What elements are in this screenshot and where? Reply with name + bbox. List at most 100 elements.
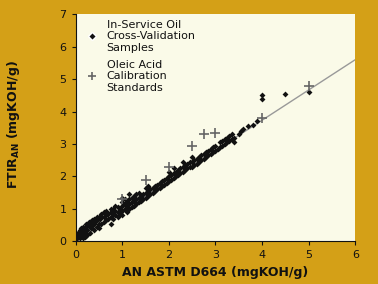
Point (182, 163, 188, 167)
Point (126, 207, 132, 211)
Point (96, 226, 102, 231)
Point (103, 208, 109, 213)
Point (224, 140, 230, 145)
Point (201, 156, 207, 161)
Point (119, 195, 125, 200)
Point (208, 151, 214, 156)
Point (229, 137, 235, 141)
Point (163, 181, 169, 185)
Point (112, 213, 118, 218)
Point (154, 187, 160, 192)
Point (175, 168, 181, 172)
Point (87, 231, 93, 235)
Text: FTIR$_{\mathregular{AN}}$ (mgKOH/g): FTIR$_{\mathregular{AN}}$ (mgKOH/g) (5, 60, 22, 189)
Point (77, 233, 83, 237)
Point (77, 236, 83, 241)
Point (212, 130, 218, 135)
Point (119, 200, 125, 205)
Point (119, 203, 125, 208)
Point (196, 155, 202, 159)
X-axis label: AN ASTM D664 (mgKOH/g): AN ASTM D664 (mgKOH/g) (122, 266, 308, 279)
Point (98, 215, 104, 219)
Point (119, 197, 125, 201)
Point (74, 235, 80, 240)
Point (196, 160, 202, 164)
Point (101, 215, 107, 219)
Point (115, 210, 121, 214)
Point (147, 187, 153, 192)
Point (86, 220, 92, 224)
Point (107, 207, 113, 211)
Point (166, 174, 172, 179)
Point (180, 164, 186, 169)
Point (212, 143, 218, 148)
Point (78, 226, 84, 231)
Point (119, 213, 125, 218)
Point (224, 135, 230, 140)
Point (208, 147, 214, 151)
Point (96, 215, 102, 219)
Point (306, 83, 312, 88)
Point (149, 191, 155, 195)
Point (178, 171, 184, 176)
Point (75, 231, 81, 235)
Point (133, 192, 139, 197)
Point (245, 124, 251, 128)
Point (147, 192, 153, 197)
Point (173, 169, 179, 174)
Point (215, 147, 221, 151)
Point (189, 143, 195, 148)
Point (240, 127, 246, 132)
Point (135, 195, 141, 200)
Point (97, 216, 103, 221)
Point (82, 231, 88, 235)
Point (254, 119, 260, 124)
Point (83, 221, 89, 226)
Point (170, 176, 177, 180)
Point (159, 179, 165, 184)
Point (191, 163, 197, 167)
Point (205, 153, 211, 158)
Point (184, 166, 191, 171)
Point (105, 212, 111, 216)
Point (103, 218, 109, 223)
Point (143, 178, 149, 182)
Point (115, 215, 121, 219)
Point (182, 168, 188, 172)
Point (112, 203, 118, 208)
Point (110, 207, 116, 211)
Point (198, 158, 204, 162)
Point (231, 140, 237, 145)
Point (143, 191, 149, 195)
Point (152, 184, 158, 189)
Point (149, 185, 155, 190)
Point (76, 232, 82, 237)
Point (259, 93, 265, 98)
Point (210, 145, 216, 150)
Point (138, 199, 144, 203)
Point (87, 220, 93, 224)
Point (96, 221, 102, 226)
Point (107, 210, 113, 214)
Point (163, 176, 169, 180)
Point (140, 197, 146, 201)
Point (119, 208, 125, 213)
Point (173, 174, 179, 179)
Point (180, 169, 186, 174)
Point (126, 192, 132, 197)
Point (91, 221, 97, 226)
Point (187, 164, 193, 169)
Point (184, 161, 191, 166)
Point (94, 225, 100, 229)
Point (217, 145, 223, 150)
Point (226, 134, 232, 138)
Point (189, 164, 195, 169)
Point (103, 213, 109, 218)
Point (131, 199, 137, 203)
Point (94, 215, 100, 219)
Point (159, 184, 165, 189)
Point (203, 155, 209, 159)
Point (201, 151, 207, 156)
Legend: In-Service Oil
Cross-Validation
Samples, Oleic Acid
Calibration
Standards: In-Service Oil Cross-Validation Samples,… (79, 18, 198, 95)
Point (77, 231, 83, 235)
